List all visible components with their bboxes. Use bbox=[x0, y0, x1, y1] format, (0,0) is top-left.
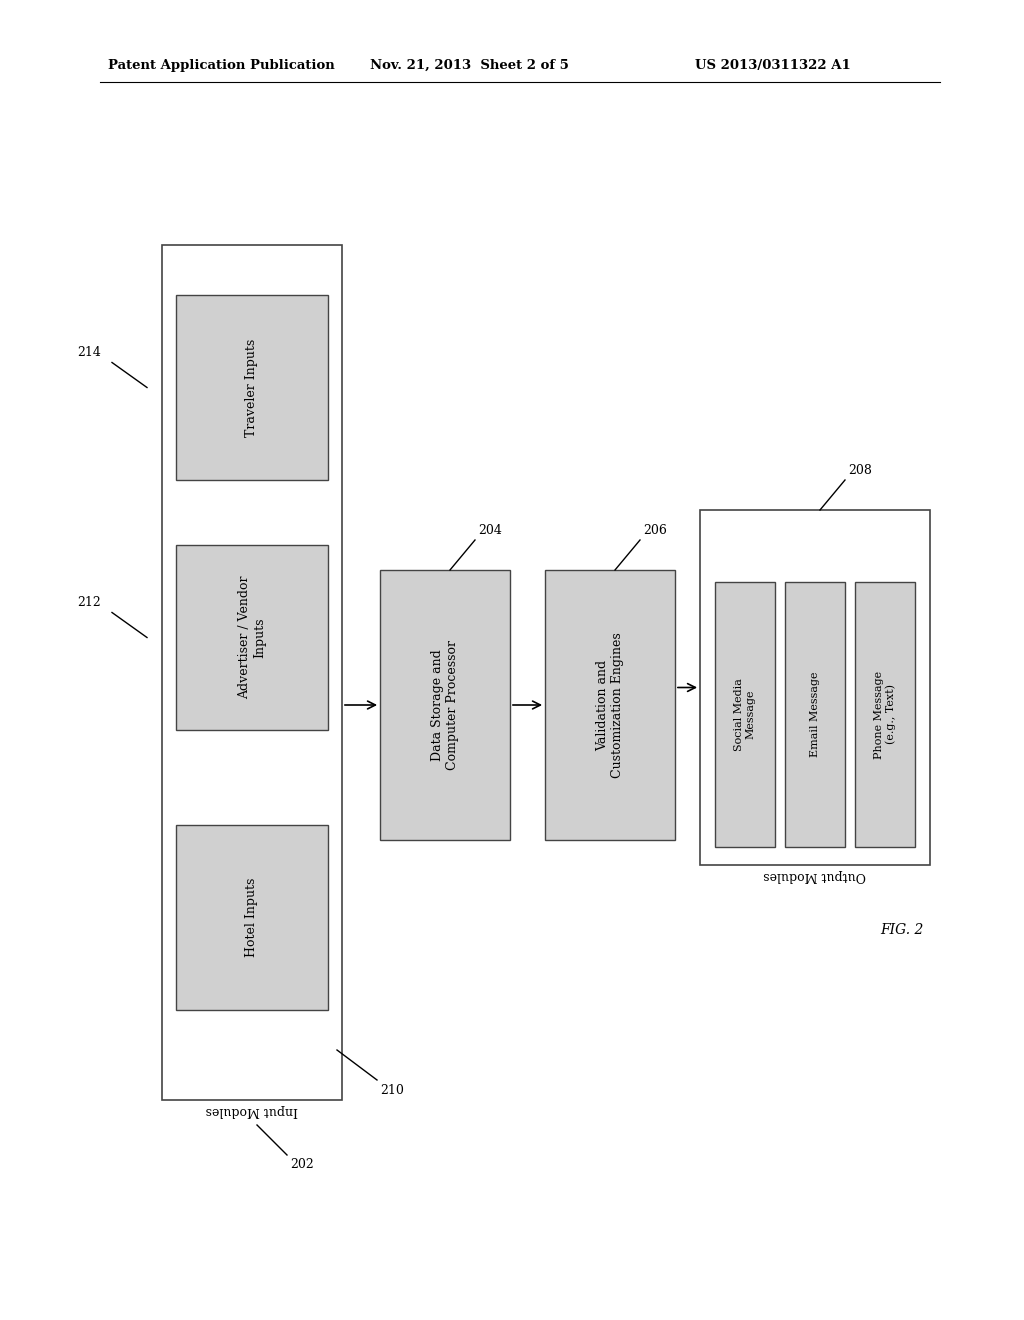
Text: 212: 212 bbox=[77, 597, 100, 609]
Text: Advertiser / Vendor
Inputs: Advertiser / Vendor Inputs bbox=[238, 576, 266, 700]
Text: Phone Message
(e.g., Text): Phone Message (e.g., Text) bbox=[873, 671, 896, 759]
Bar bbox=[176, 825, 328, 1010]
Text: Patent Application Publication: Patent Application Publication bbox=[108, 58, 335, 71]
Bar bbox=[855, 582, 915, 847]
Text: 204: 204 bbox=[478, 524, 502, 537]
Bar bbox=[545, 570, 675, 840]
Text: 208: 208 bbox=[848, 465, 871, 477]
Text: Output Modules: Output Modules bbox=[764, 869, 866, 882]
Text: Email Message: Email Message bbox=[810, 672, 820, 758]
Text: 206: 206 bbox=[643, 524, 667, 537]
Bar bbox=[176, 545, 328, 730]
Bar bbox=[380, 570, 510, 840]
Text: Validation and
Customization Engines: Validation and Customization Engines bbox=[596, 632, 624, 777]
Text: Data Storage and
Computer Processor: Data Storage and Computer Processor bbox=[431, 640, 459, 770]
Text: US 2013/0311322 A1: US 2013/0311322 A1 bbox=[695, 58, 851, 71]
Bar bbox=[785, 582, 845, 847]
Text: Traveler Inputs: Traveler Inputs bbox=[246, 338, 258, 437]
Text: Input Modules: Input Modules bbox=[206, 1104, 298, 1117]
Bar bbox=[162, 246, 342, 1100]
Text: 214: 214 bbox=[77, 346, 101, 359]
Text: Social Media
Message: Social Media Message bbox=[734, 678, 756, 751]
Text: Nov. 21, 2013  Sheet 2 of 5: Nov. 21, 2013 Sheet 2 of 5 bbox=[370, 58, 569, 71]
Text: FIG. 2: FIG. 2 bbox=[880, 923, 924, 937]
Bar bbox=[715, 582, 775, 847]
Text: Hotel Inputs: Hotel Inputs bbox=[246, 878, 258, 957]
Bar bbox=[700, 510, 930, 865]
Text: 202: 202 bbox=[290, 1158, 313, 1171]
Text: 210: 210 bbox=[380, 1084, 403, 1097]
Bar bbox=[176, 294, 328, 480]
